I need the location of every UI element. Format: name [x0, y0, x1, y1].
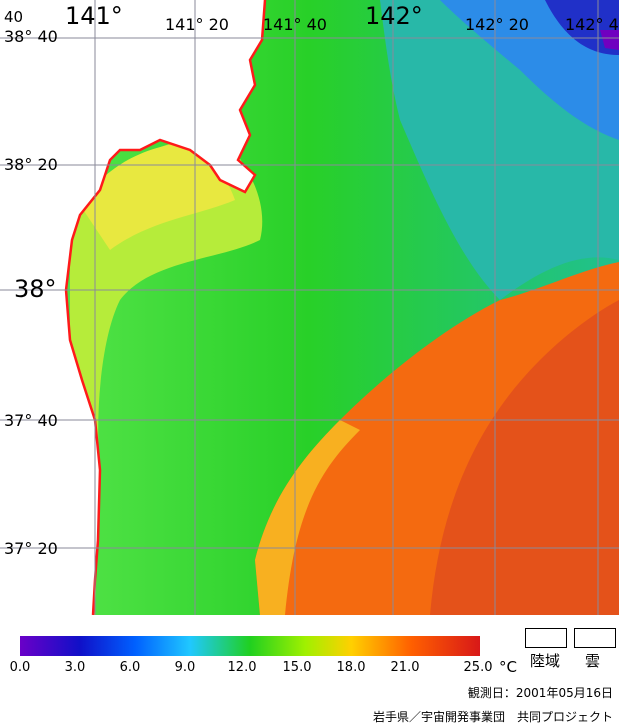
- purple-patch: [600, 30, 619, 50]
- lon-label-141-20: 141° 20: [165, 15, 229, 34]
- lat-label-37-40: 37° 40: [4, 411, 58, 430]
- colorbar-tick-0: 0.0: [9, 660, 31, 675]
- lon-label-141-40: 141° 40: [263, 15, 327, 34]
- lat-label-38-40: 38° 40: [4, 27, 58, 46]
- colorbar-tick-25: 25.0: [463, 660, 493, 675]
- colorbar-tick-15: 15.0: [282, 660, 312, 675]
- lat-label-38: 38°: [14, 275, 57, 303]
- lon-label-142-20: 142° 20: [465, 15, 529, 34]
- land-legend-label: 陸域: [530, 652, 561, 670]
- colorbar-tick-9: 9.0: [174, 660, 196, 675]
- project-credit: 岩手県／宇宙開発事業団 共同プロジェクト: [372, 710, 613, 724]
- observation-date: 観測日：2001年05月16日: [467, 686, 613, 700]
- coastline: [64, 0, 267, 615]
- colorbar-tick-18: 18.0: [336, 660, 366, 675]
- corner-label: 40: [4, 8, 23, 26]
- land-area: [0, 0, 265, 615]
- temperature-colorbar: [20, 636, 480, 656]
- colorbar-tick-21: 21.0: [390, 660, 420, 675]
- cloud-legend-label: 雲: [585, 652, 601, 670]
- coldest-water-region: [545, 0, 619, 55]
- coastal-warm-strip: [70, 135, 263, 615]
- sea-surface-temperature-map: 40 141° 141° 20 141° 40 142° 142° 20 142…: [0, 0, 619, 615]
- colorbar-tick-6: 6.0: [119, 660, 141, 675]
- colorbar-tick-3: 3.0: [64, 660, 86, 675]
- warm-current-core: [430, 300, 619, 615]
- lat-label-37-20: 37° 20: [4, 539, 58, 558]
- lon-label-141: 141°: [65, 2, 123, 30]
- warm-front: [255, 420, 360, 615]
- lon-label-142: 142°: [365, 2, 423, 30]
- bay-warm-water: [80, 140, 235, 250]
- lon-label-142-40: 142° 4: [565, 15, 619, 34]
- land-legend-swatch: [525, 628, 567, 648]
- lat-label-38-20: 38° 20: [4, 155, 58, 174]
- cloud-legend-swatch: [574, 628, 616, 648]
- temperature-unit: °C: [499, 658, 517, 676]
- colorbar-tick-12: 12.0: [227, 660, 257, 675]
- graticule: [0, 0, 619, 615]
